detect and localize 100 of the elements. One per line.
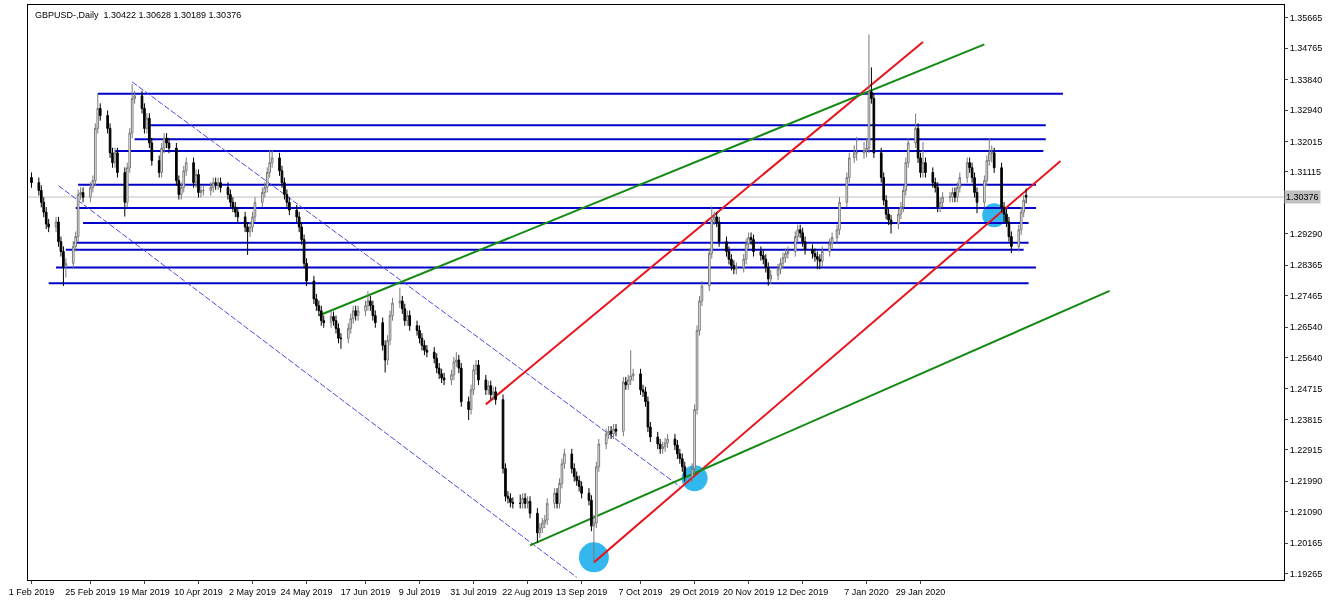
candlestick — [521, 492, 524, 509]
candlestick — [540, 517, 544, 534]
candlestick — [214, 177, 217, 191]
candlestick — [236, 206, 240, 223]
candlestick — [54, 216, 58, 233]
candlestick — [523, 492, 527, 509]
candlestick — [216, 177, 220, 191]
x-tick-label: 10 Apr 2019 — [174, 586, 223, 597]
x-tick-label: 31 Jul 2019 — [450, 586, 497, 597]
y-tick-label: 1.29290 — [1289, 229, 1323, 239]
candlestick — [197, 168, 200, 199]
candlestick — [752, 234, 755, 258]
candlestick — [467, 396, 470, 421]
candlestick — [941, 191, 944, 208]
candlestick — [528, 495, 532, 519]
ref-line-label: 1.30376 — [1286, 192, 1319, 202]
candlestick — [165, 132, 168, 149]
x-tick-label: 17 Jun 2019 — [340, 586, 391, 597]
x-tick-label: 1 Feb 2019 — [8, 586, 55, 597]
x-tick-label: 9 Jul 2019 — [398, 586, 441, 597]
y-tick-label: 1.19265 — [1289, 568, 1323, 579]
candlestick — [818, 253, 822, 270]
y-tick-label: 1.26540 — [1289, 322, 1323, 333]
candlestick — [816, 250, 819, 270]
y-tick-label: 1.20165 — [1289, 538, 1323, 549]
x-tick-label: 12 Dec 2019 — [777, 586, 829, 597]
y-tick-label: 1.28365 — [1289, 260, 1323, 271]
candlestick — [405, 309, 409, 327]
y-tick-label: 1.34765 — [1289, 43, 1323, 54]
candlestick — [948, 191, 952, 203]
y-tick-label: 1.24715 — [1289, 384, 1323, 395]
y-tick-label: 1.25640 — [1289, 352, 1323, 363]
y-tick-label: 1.35665 — [1289, 12, 1323, 23]
candlestick — [209, 181, 213, 197]
candlestick — [211, 177, 215, 193]
candlestick — [661, 441, 664, 455]
candlestick — [656, 431, 660, 450]
y-tick-label: 1.22915 — [1289, 445, 1323, 456]
candlestick — [509, 492, 512, 508]
x-tick-label: 7 Oct 2019 — [618, 586, 663, 597]
candlestick — [553, 487, 556, 509]
candlestick — [914, 112, 917, 149]
candlestick — [477, 359, 480, 386]
candlestick — [194, 168, 198, 189]
candlestick — [629, 349, 633, 386]
candlestick — [666, 433, 669, 449]
candlestick — [622, 376, 625, 437]
candlestick — [329, 310, 333, 329]
text: GBPUSD-,Daily 1.30422 1.30628 1.30189 1.30376 — [35, 10, 242, 20]
candlestick — [452, 356, 456, 381]
candlestick — [511, 496, 515, 509]
candlestick — [538, 522, 542, 539]
y-tick-label: 1.31115 — [1289, 167, 1321, 178]
candlestick — [951, 186, 954, 203]
x-tick-label: 13 Sep 2019 — [556, 586, 608, 597]
y-tick-label: 1.23815 — [1289, 414, 1323, 425]
candlestick — [992, 147, 996, 174]
y-tick-label: 1.21090 — [1289, 507, 1323, 517]
candlestick — [612, 423, 615, 440]
candlestick — [604, 428, 608, 450]
candlestick — [526, 495, 529, 509]
candlestick — [820, 245, 824, 267]
candlestick — [234, 201, 237, 218]
x-tick-label: 25 Feb 2019 — [65, 586, 116, 597]
candlestick — [425, 344, 429, 358]
candlestick — [965, 157, 969, 184]
candlestick — [123, 166, 127, 218]
candlestick — [614, 423, 618, 437]
candlestick — [261, 186, 264, 208]
candlestick — [862, 141, 866, 160]
y-tick-label: 1.27465 — [1289, 290, 1323, 301]
candlestick — [786, 245, 790, 260]
candlestick — [64, 257, 68, 279]
x-tick-label: 7 Jan 2020 — [844, 586, 889, 597]
candlestick — [192, 157, 195, 189]
candlestick — [408, 309, 412, 332]
candlestick — [735, 261, 738, 275]
candlestick — [936, 181, 940, 213]
candlestick — [717, 216, 721, 248]
candlestick — [953, 186, 957, 203]
candlestick — [145, 112, 149, 134]
candlestick — [784, 247, 787, 264]
candlestick — [1024, 187, 1028, 204]
candlestick — [759, 245, 763, 262]
candlestick — [924, 157, 927, 179]
y-tick-label: 1.21990 — [1289, 476, 1323, 487]
candlestick — [354, 305, 357, 322]
candlestick — [30, 171, 33, 189]
candlestick — [98, 102, 102, 122]
candlestick — [494, 386, 497, 406]
candlestick — [663, 437, 667, 453]
candlestick — [855, 136, 858, 162]
candlestick — [931, 166, 935, 189]
x-tick-label: 19 Mar 2019 — [119, 586, 170, 597]
candlestick — [167, 137, 171, 154]
x-tick-label: 22 Aug 2019 — [502, 586, 553, 597]
x-tick-label: 20 Nov 2019 — [723, 586, 775, 597]
x-tick-label: 29 Oct 2019 — [670, 586, 720, 597]
candlestick — [219, 177, 222, 193]
candlestick — [398, 287, 402, 309]
